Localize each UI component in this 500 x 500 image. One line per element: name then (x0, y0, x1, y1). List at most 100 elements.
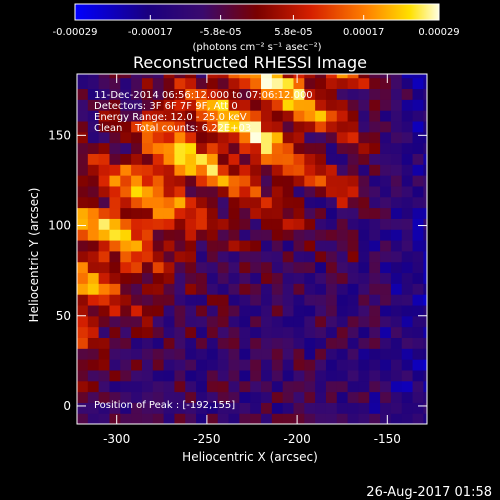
heatmap-cell (293, 359, 305, 371)
heatmap-cell (293, 207, 305, 219)
heatmap-cell (282, 369, 295, 382)
heatmap-cell (325, 261, 338, 274)
heatmap-cell (185, 88, 197, 100)
heatmap-cell (196, 196, 208, 209)
heatmap-cell (423, 380, 427, 393)
heatmap-cell (77, 391, 89, 403)
heatmap-cell (271, 207, 284, 219)
heatmap-cell (87, 283, 100, 295)
heatmap-cell (163, 229, 176, 241)
heatmap-cell (358, 337, 370, 349)
heatmap-cell (315, 250, 327, 263)
heatmap-cell (293, 304, 305, 317)
heatmap-cell (185, 337, 197, 349)
heatmap-cell (271, 229, 284, 241)
heatmap-cell (141, 110, 154, 122)
x-axis-label: Heliocentric X (arcsec) (182, 450, 318, 464)
heatmap-cell (401, 315, 414, 328)
heatmap-cell (217, 294, 230, 306)
heatmap-cell (336, 153, 349, 165)
heatmap-cell (325, 77, 338, 90)
heatmap-cell (271, 369, 284, 382)
heatmap-cell (250, 239, 262, 252)
heatmap-cell (380, 229, 392, 241)
heatmap-cell (152, 185, 165, 198)
heatmap-cell (412, 283, 424, 295)
heatmap-cell (196, 326, 208, 339)
heatmap-cell (423, 239, 427, 252)
heatmap-cell (228, 315, 240, 328)
heatmap-cell (239, 283, 251, 295)
annotation-detectors: Detectors: 3F 6F 7F 9F, Att 0 (94, 101, 238, 112)
heatmap-cell (77, 185, 89, 198)
heatmap-cell (347, 153, 360, 165)
heatmap-cell (347, 283, 360, 295)
heatmap-cell (152, 326, 165, 339)
heatmap-cell (206, 272, 219, 284)
heatmap-cell (131, 391, 143, 403)
heatmap-cell (282, 380, 295, 393)
heatmap-cell (293, 229, 305, 241)
heatmap-cell (412, 239, 424, 252)
heatmap-cell (271, 196, 284, 209)
heatmap-cell (261, 304, 273, 317)
heatmap-cell (109, 120, 121, 133)
heatmap-cell (185, 153, 197, 165)
heatmap-cell (390, 283, 403, 295)
heatmap-cell (77, 99, 89, 111)
heatmap-cell (271, 391, 284, 403)
heatmap-cell (423, 304, 427, 317)
chart-title: Reconstructed RHESSI Image (133, 53, 367, 72)
heatmap-cell (390, 185, 403, 198)
heatmap-cell (185, 326, 197, 339)
heatmap-cell (336, 77, 349, 90)
heatmap-cell (347, 120, 360, 133)
heatmap-cell (304, 250, 316, 263)
heatmap-cell (325, 239, 338, 252)
heatmap-cell (217, 348, 230, 360)
heatmap-cell (423, 402, 427, 414)
heatmap-cell (358, 88, 370, 100)
heatmap-cell (347, 218, 360, 230)
heatmap-cell (250, 261, 262, 274)
heatmap-cell (250, 337, 262, 349)
heatmap-cell (412, 315, 424, 328)
heatmap-cell (109, 283, 121, 295)
heatmap-cell (315, 120, 327, 133)
heatmap-cell (271, 77, 284, 90)
heatmap-cell (390, 261, 403, 274)
heatmap-cell (196, 369, 208, 382)
heatmap-cell (163, 77, 176, 90)
heatmap-cell (120, 88, 132, 100)
heatmap-cell (152, 77, 165, 90)
heatmap-cell (315, 337, 327, 349)
heatmap-cell (98, 326, 111, 339)
heatmap-cell (336, 88, 349, 100)
heatmap-cell (261, 315, 273, 328)
heatmap-cell (325, 88, 338, 100)
heatmap-cell (261, 175, 273, 187)
heatmap-cell (315, 88, 327, 100)
heatmap-cell (87, 402, 100, 414)
heatmap-cell (152, 261, 165, 274)
heatmap-cell (282, 110, 295, 122)
heatmap-cell (304, 99, 316, 111)
heatmap-cell (98, 164, 111, 176)
heatmap-cell (217, 120, 230, 133)
heatmap-cell (293, 348, 305, 360)
heatmap-cell (196, 294, 208, 306)
footer-timestamp: 26-Aug-2017 01:58 (366, 485, 492, 500)
heatmap-cell (271, 402, 284, 414)
heatmap-cell (261, 153, 273, 165)
heatmap-cell (185, 175, 197, 187)
colorbar-tick-label: -0.00017 (128, 27, 173, 38)
heatmap-cell (325, 348, 338, 360)
heatmap-cell (358, 326, 370, 339)
heatmap-cell (423, 196, 427, 209)
heatmap-cell (325, 359, 338, 371)
heatmap-cell (120, 153, 132, 165)
heatmap-cell (174, 99, 186, 111)
heatmap-cell (401, 164, 414, 176)
heatmap-cell (380, 239, 392, 252)
